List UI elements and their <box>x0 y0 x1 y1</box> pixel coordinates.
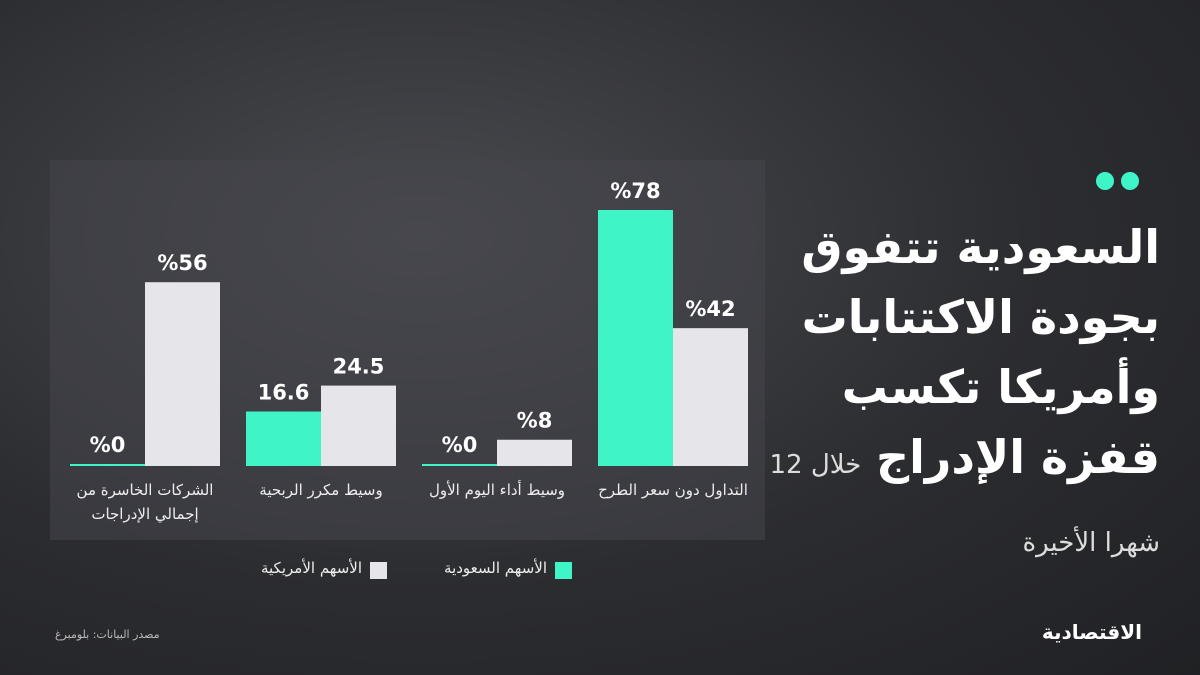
value-label: 16.6 <box>258 381 310 405</box>
value-label: %0 <box>90 433 126 457</box>
bar <box>321 385 396 466</box>
category-label: التداول دون سعر الطرح <box>598 481 748 499</box>
legend-label: الأسهم السعودية <box>444 559 547 577</box>
value-label: %0 <box>442 433 478 457</box>
value-label: 24.5 <box>333 355 385 379</box>
value-label: %78 <box>610 179 660 203</box>
dot <box>1121 172 1139 190</box>
bar <box>497 439 572 466</box>
category-label: وسيط مكرر الربحية <box>259 481 383 499</box>
brand: الاقتصادية <box>1041 620 1142 644</box>
bar <box>673 328 748 466</box>
value-label: %8 <box>517 409 553 433</box>
bar <box>598 210 673 466</box>
bar <box>422 464 497 466</box>
value-label: %56 <box>157 251 207 275</box>
category-label: الشركات الخاسرة من إجمالي الإدراجات <box>76 481 214 523</box>
bar <box>70 464 145 466</box>
bar <box>246 411 321 466</box>
legend-swatch <box>555 562 572 579</box>
legend-label: الأسهم الأمريكية <box>260 559 362 577</box>
bar <box>145 282 220 466</box>
dot <box>1096 172 1114 190</box>
legend-swatch <box>370 562 387 579</box>
value-label: %42 <box>685 297 735 321</box>
title-block: السعودية تتفوق بجودة الاكتتابات وأمريكا … <box>760 212 1160 578</box>
source: مصدر البيانات: بلومبرغ <box>55 628 160 641</box>
category-label: وسيط أداء اليوم الأول <box>428 481 566 499</box>
title: السعودية تتفوق بجودة الاكتتابات وأمريكا … <box>801 220 1160 484</box>
subtitle: خلال 12 شهرا الأخيرة <box>769 450 1160 558</box>
